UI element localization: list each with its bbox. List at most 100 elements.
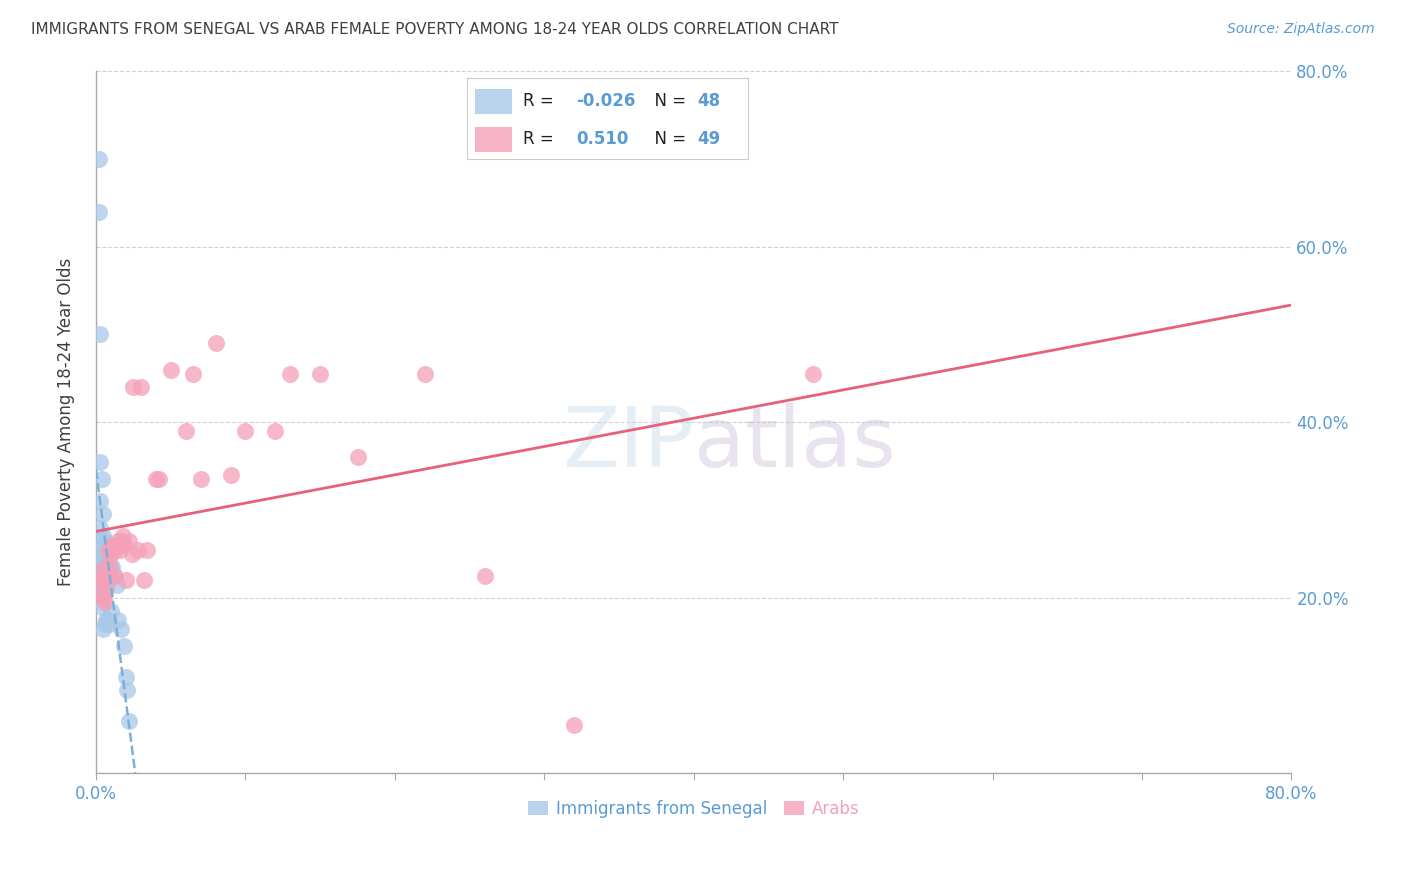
- Point: [98, 574, 121, 588]
- Text: ZIP: ZIP: [562, 403, 693, 483]
- Point: [93, 547, 115, 561]
- Point: [89, 556, 111, 570]
- Point: [562, 718, 585, 732]
- Point: [801, 367, 824, 381]
- Point: [135, 542, 157, 557]
- Point: [93, 508, 115, 522]
- Point: [100, 560, 122, 574]
- Point: [103, 569, 125, 583]
- Point: [93, 591, 115, 605]
- Point: [94, 560, 117, 574]
- Point: [110, 533, 132, 548]
- Point: [159, 362, 181, 376]
- Point: [93, 574, 115, 588]
- Point: [94, 595, 117, 609]
- Point: [117, 683, 139, 698]
- Point: [129, 380, 152, 394]
- Point: [91, 538, 114, 552]
- Point: [101, 538, 124, 552]
- Point: [110, 622, 132, 636]
- Point: [111, 529, 134, 543]
- Point: [91, 599, 114, 614]
- Point: [94, 533, 117, 548]
- Point: [96, 582, 118, 596]
- Point: [100, 604, 122, 618]
- Point: [94, 617, 117, 632]
- Point: [93, 586, 115, 600]
- Point: [148, 472, 170, 486]
- Point: [132, 574, 155, 588]
- Point: [121, 547, 143, 561]
- Text: Source: ZipAtlas.com: Source: ZipAtlas.com: [1227, 22, 1375, 37]
- Point: [91, 472, 114, 486]
- Point: [93, 529, 115, 543]
- Point: [89, 520, 111, 534]
- Point: [346, 450, 368, 465]
- Point: [94, 565, 117, 579]
- Point: [115, 574, 138, 588]
- Point: [91, 574, 114, 588]
- Point: [98, 617, 121, 632]
- Point: [190, 472, 212, 486]
- Point: [204, 336, 226, 351]
- Point: [91, 565, 114, 579]
- Point: [96, 577, 118, 591]
- Point: [181, 367, 204, 381]
- Point: [264, 424, 287, 438]
- Point: [108, 542, 131, 557]
- Point: [104, 538, 127, 552]
- Point: [118, 533, 141, 548]
- Point: [93, 574, 115, 588]
- Point: [97, 613, 120, 627]
- Point: [97, 565, 120, 579]
- Point: [145, 472, 167, 486]
- Point: [122, 380, 145, 394]
- Point: [89, 327, 111, 342]
- Point: [87, 152, 110, 166]
- Point: [96, 560, 118, 574]
- Point: [87, 204, 110, 219]
- Point: [115, 670, 138, 684]
- Point: [94, 582, 117, 596]
- Point: [127, 542, 149, 557]
- Point: [104, 569, 127, 583]
- Point: [96, 560, 118, 574]
- Point: [94, 569, 117, 583]
- Point: [93, 556, 115, 570]
- Point: [278, 367, 301, 381]
- Point: [89, 586, 111, 600]
- Point: [105, 538, 128, 552]
- Text: atlas: atlas: [693, 403, 896, 483]
- Point: [93, 538, 115, 552]
- Point: [93, 622, 115, 636]
- Point: [118, 714, 141, 728]
- Point: [107, 613, 129, 627]
- Point: [474, 569, 496, 583]
- Point: [174, 424, 197, 438]
- Point: [97, 560, 120, 574]
- Point: [309, 367, 332, 381]
- Point: [98, 560, 121, 574]
- Point: [112, 639, 135, 653]
- Point: [112, 538, 135, 552]
- Point: [97, 542, 120, 557]
- Point: [98, 556, 121, 570]
- Point: [96, 547, 118, 561]
- Point: [93, 577, 115, 591]
- Point: [101, 560, 124, 574]
- Point: [96, 569, 118, 583]
- Point: [103, 542, 125, 557]
- Y-axis label: Female Poverty Among 18-24 Year Olds: Female Poverty Among 18-24 Year Olds: [58, 258, 75, 586]
- Point: [100, 569, 122, 583]
- Point: [107, 533, 129, 548]
- Point: [413, 367, 436, 381]
- Point: [96, 613, 118, 627]
- Point: [94, 547, 117, 561]
- Point: [219, 467, 242, 482]
- Point: [89, 455, 111, 469]
- Point: [235, 424, 257, 438]
- Point: [89, 494, 111, 508]
- Point: [89, 565, 111, 579]
- Point: [100, 547, 122, 561]
- Legend: Immigrants from Senegal, Arabs: Immigrants from Senegal, Arabs: [522, 794, 866, 825]
